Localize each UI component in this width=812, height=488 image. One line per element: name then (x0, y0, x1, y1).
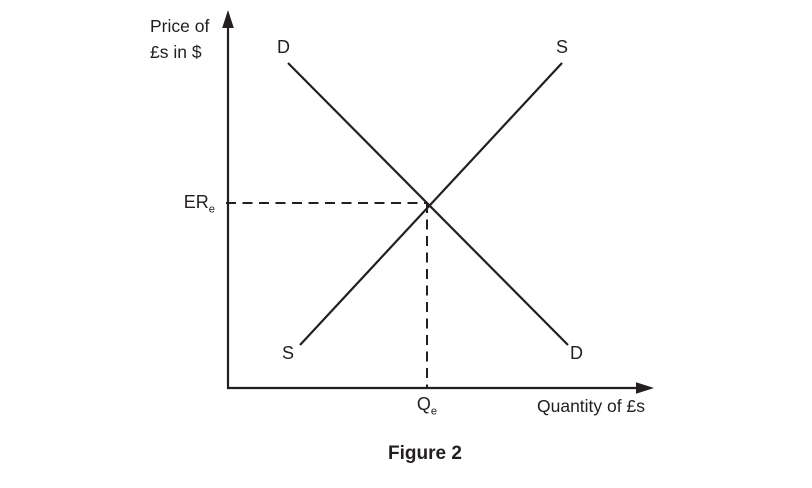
y-axis-label-line1: Price of (150, 16, 210, 36)
equilibrium-price-subscript: e (208, 203, 215, 216)
equilibrium-price-label: ERe (130, 192, 215, 216)
y-axis-label: Price of £s in $ (150, 13, 209, 65)
equilibrium-quantity-text: Q (416, 394, 431, 414)
equilibrium-price-text: ER (183, 192, 209, 212)
figure-caption: Figure 2 (388, 443, 462, 464)
equilibrium-quantity-label: Qe (405, 394, 449, 418)
y-axis-label-line2: £s in $ (150, 42, 202, 62)
x-axis-label: Quantity of £s (537, 396, 645, 416)
supply-curve (299, 62, 563, 346)
supply-curve-label-bottom: S (282, 343, 295, 363)
supply-curve-label-top: S (556, 37, 569, 57)
y-axis-arrowhead-icon (222, 10, 234, 28)
x-axis-arrowhead-icon (636, 382, 654, 394)
demand-curve-label-top: D (277, 37, 290, 57)
demand-curve-label-bottom: D (570, 343, 583, 363)
equilibrium-quantity-subscript: e (430, 405, 438, 418)
